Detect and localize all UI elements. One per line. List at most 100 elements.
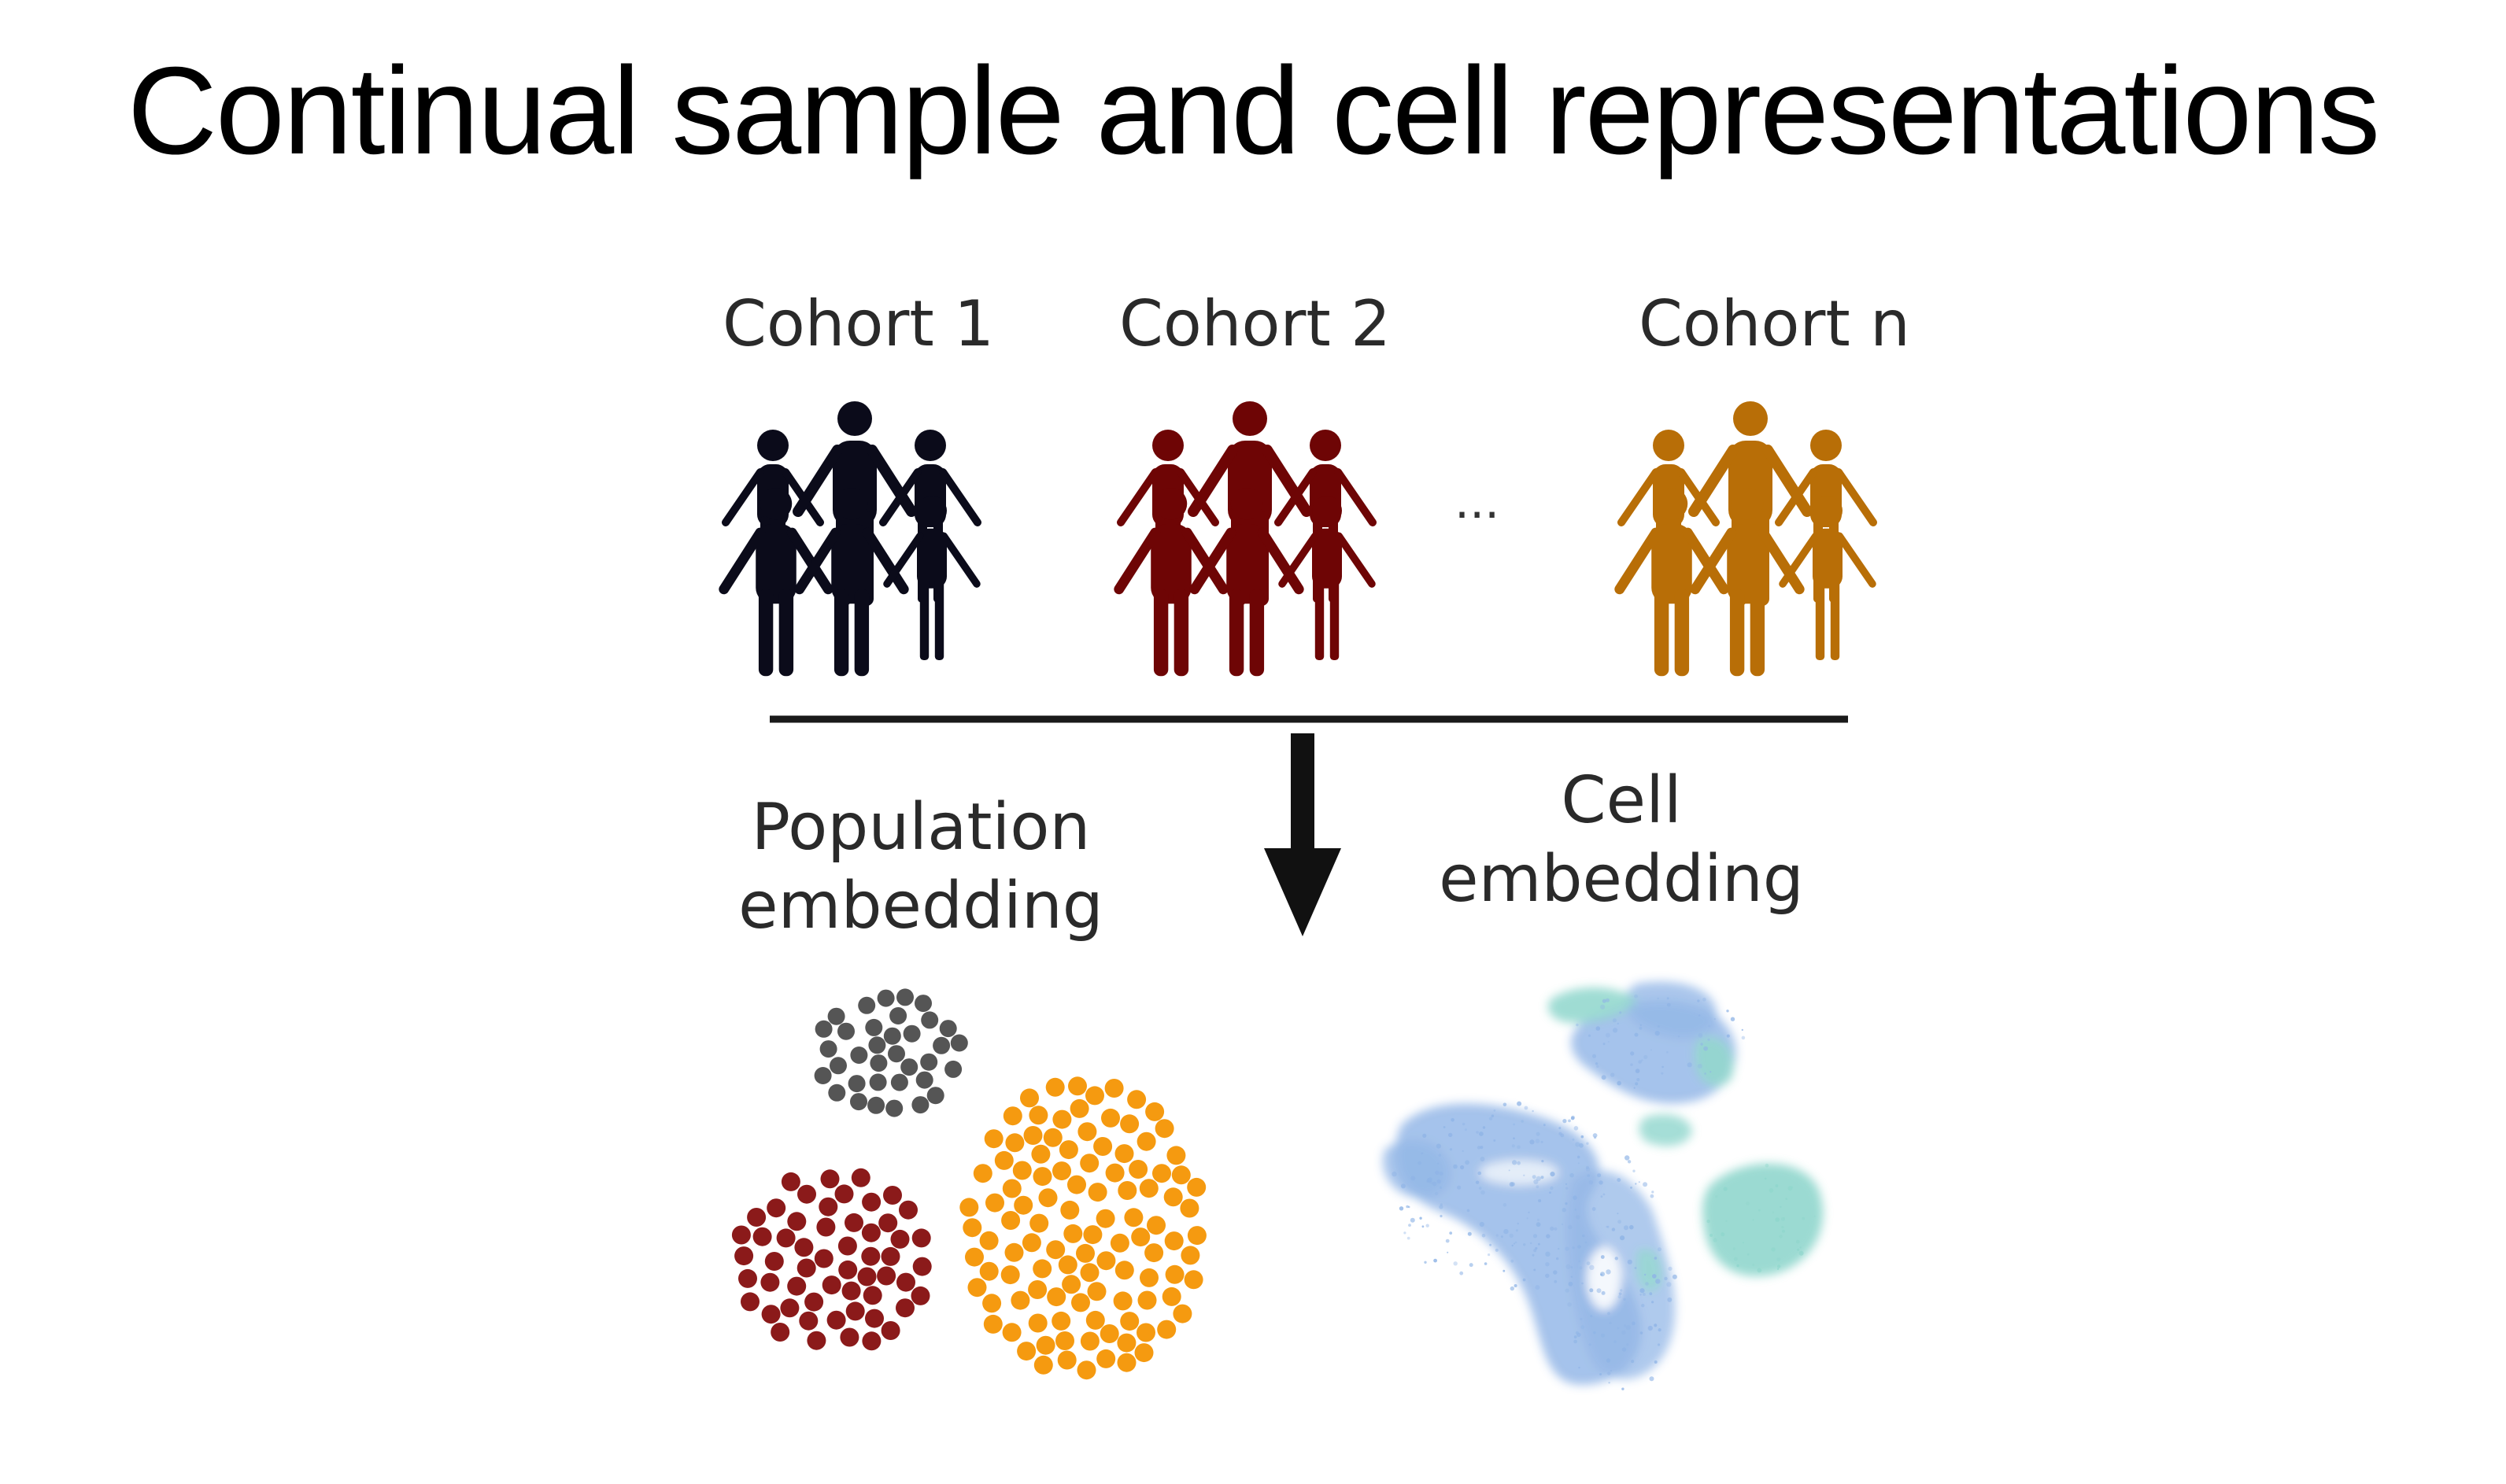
scatter-point	[1085, 1310, 1105, 1330]
scatter-point	[1062, 1275, 1081, 1294]
scatter-point	[799, 1311, 819, 1331]
scatter-point	[1131, 1227, 1151, 1247]
scatter-point	[1155, 1119, 1174, 1139]
scatter-point	[845, 1301, 865, 1321]
scatter-point	[984, 1129, 1004, 1149]
scatter-point	[840, 1327, 859, 1347]
scatter-point	[889, 1007, 907, 1024]
scatter-point	[900, 1058, 918, 1076]
scatter-point	[1147, 1216, 1166, 1235]
scatter-point	[1014, 1195, 1033, 1215]
scatter-point	[896, 1272, 915, 1292]
scatter-point	[857, 1267, 877, 1287]
scatter-point	[1002, 1323, 1022, 1342]
scatter-point	[883, 1027, 901, 1045]
scatter-point	[1033, 1167, 1052, 1187]
people-group-icon	[719, 401, 981, 677]
scatter-point	[865, 1018, 883, 1036]
scatter-point	[1181, 1246, 1200, 1265]
scatter-point	[738, 1268, 757, 1288]
scatter-point	[1067, 1175, 1086, 1194]
scatter-point	[1005, 1133, 1025, 1153]
scatter-point	[967, 1278, 987, 1298]
scatter-point	[1057, 1350, 1077, 1370]
scatter-point	[841, 1281, 861, 1301]
scatter-point	[926, 1087, 944, 1105]
scatter-point	[1020, 1088, 1039, 1108]
scatter-point	[822, 1275, 841, 1295]
scatter-point	[1113, 1291, 1133, 1311]
scatter-point	[858, 996, 876, 1014]
scatter-point	[896, 1298, 915, 1318]
scatter-point	[920, 1053, 938, 1071]
scatter-point	[959, 1198, 979, 1217]
scatter-point	[1093, 1137, 1113, 1156]
scatter-point	[896, 988, 914, 1006]
scatter-point	[1029, 1106, 1048, 1125]
cell-embedding-line2: embedding	[1439, 842, 1804, 917]
scatter-point	[1100, 1324, 1119, 1343]
scatter-point	[1105, 1163, 1125, 1183]
cohort-label-1: Cohort 1	[723, 287, 995, 360]
scatter-point	[1120, 1312, 1140, 1331]
page-title: Continual sample and cell representation…	[127, 42, 2380, 180]
scatter-point	[1085, 1086, 1104, 1106]
scatter-point	[814, 1067, 832, 1084]
scatter-point	[1043, 1128, 1063, 1147]
scatter-point	[878, 1213, 898, 1233]
scatter-point	[1001, 1211, 1021, 1230]
scatter-point	[888, 1045, 905, 1063]
scatter-point	[1055, 1331, 1074, 1350]
scatter-point	[771, 1323, 790, 1342]
scatter-point	[1114, 1144, 1134, 1164]
scatter-point	[1096, 1349, 1116, 1368]
cohort-label-2: Cohort 2	[1119, 287, 1392, 360]
scatter-point	[911, 1286, 930, 1305]
scatter-point	[1163, 1187, 1183, 1207]
scatter-point	[797, 1184, 816, 1204]
scatter-point	[1152, 1164, 1171, 1183]
orange-cluster	[959, 1076, 1207, 1380]
scatter-point	[1137, 1290, 1157, 1310]
scatter-point	[921, 1011, 939, 1029]
scatter-point	[950, 1034, 968, 1052]
scatter-point	[867, 1096, 885, 1114]
scatter-point	[870, 1054, 888, 1072]
scatter-point	[1110, 1233, 1129, 1253]
scatter-point	[1139, 1179, 1159, 1198]
scatter-point	[764, 1252, 784, 1271]
scatter-point	[804, 1292, 824, 1312]
scatter-point	[815, 1020, 833, 1038]
scatter-point	[1117, 1353, 1137, 1372]
scatter-point	[781, 1172, 800, 1191]
scatter-point	[780, 1298, 800, 1318]
scatter-point	[1070, 1098, 1089, 1118]
scatter-point	[1080, 1263, 1100, 1283]
scatter-point	[797, 1258, 816, 1278]
scatter-point	[863, 1286, 882, 1305]
scatter-point	[1003, 1106, 1022, 1126]
scatter-point	[1000, 1265, 1020, 1285]
people-group-icon-cohort-n	[1614, 401, 1877, 677]
scatter-point	[869, 1073, 887, 1091]
scatter-point	[915, 995, 932, 1013]
scatter-point	[865, 1309, 884, 1328]
scatter-point	[1180, 1198, 1199, 1218]
scatter-point	[1077, 1360, 1096, 1380]
scatter-point	[1137, 1323, 1155, 1342]
cell-cluster-region	[1639, 1114, 1692, 1146]
scatter-point	[838, 1260, 858, 1279]
scatter-point	[1036, 1335, 1055, 1355]
scatter-point	[767, 1198, 786, 1218]
scatter-point	[1080, 1154, 1100, 1173]
ellipsis: ...	[1454, 474, 1500, 530]
scatter-point	[963, 1218, 982, 1238]
scatter-point	[944, 1060, 963, 1078]
scatter-point	[837, 1022, 855, 1040]
scatter-point	[911, 1228, 931, 1248]
scatter-point	[776, 1228, 796, 1248]
population-embedding-label: Population embedding	[724, 788, 1118, 946]
scatter-point	[827, 1007, 845, 1025]
scatter-point	[911, 1096, 930, 1114]
